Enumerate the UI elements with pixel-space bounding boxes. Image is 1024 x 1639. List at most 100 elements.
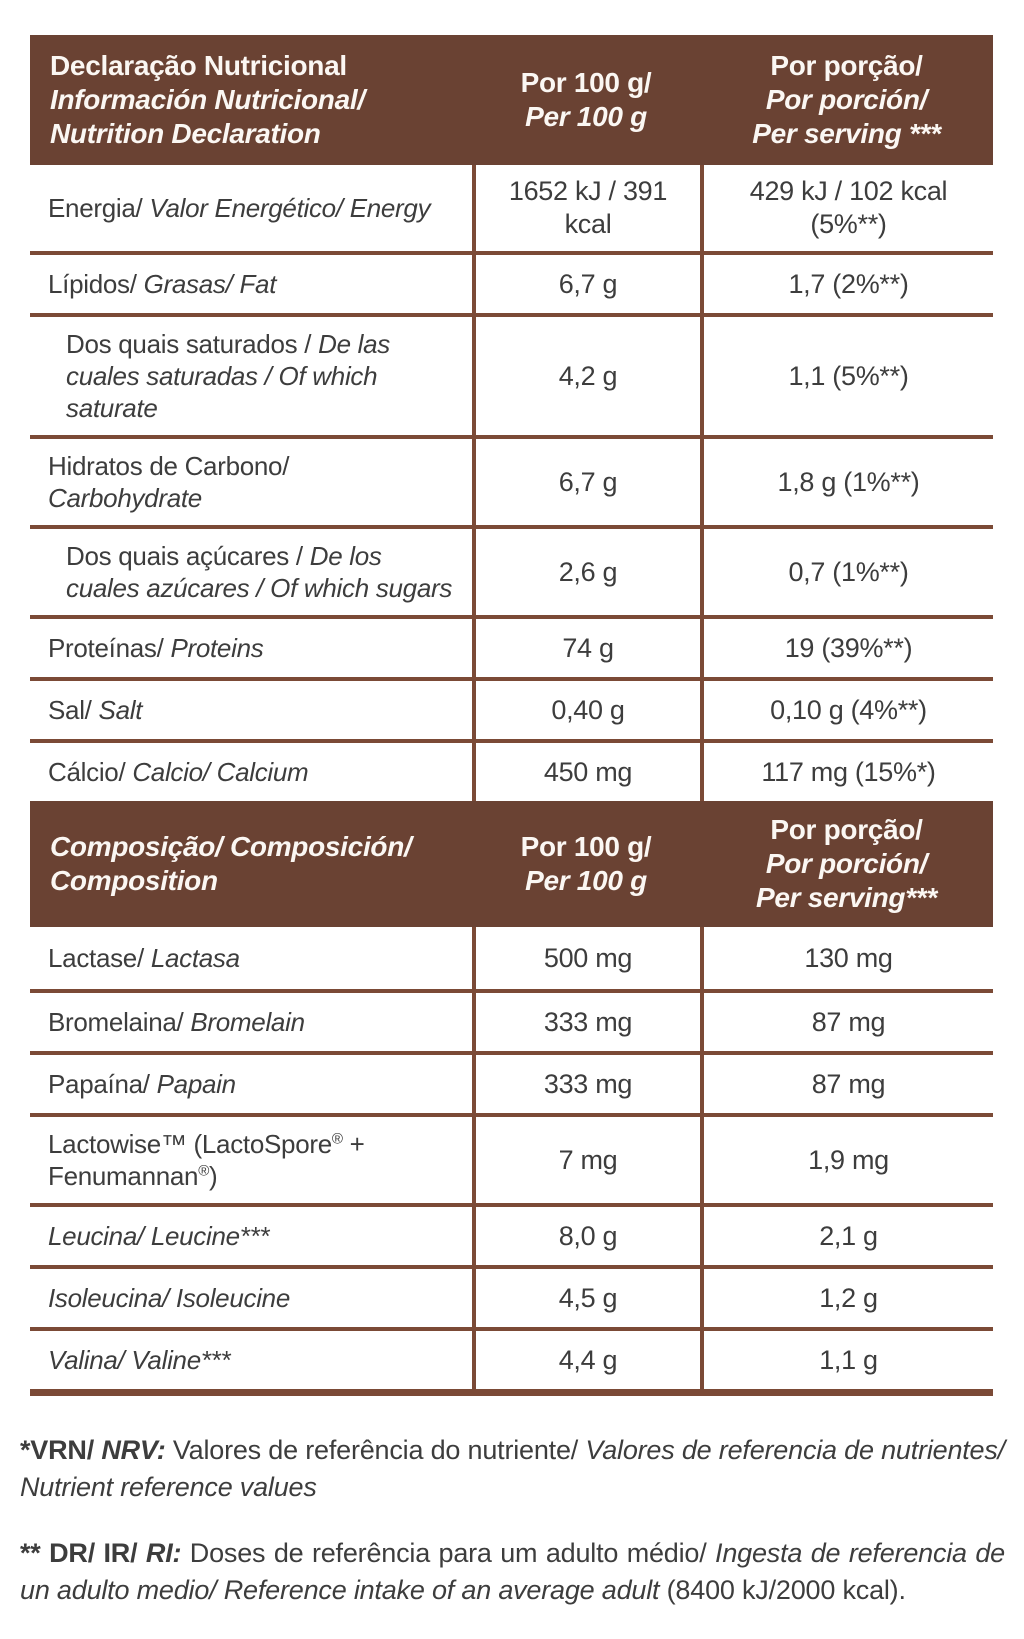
row-valine-per-serving: 1,1 g bbox=[700, 1331, 993, 1389]
label-i18n: Leucina/ Leucine*** bbox=[48, 1221, 270, 1251]
row-fat-label: Lípidos/ Grasas/ Fat bbox=[30, 255, 472, 313]
label-pt: Hidratos de Carbono/ bbox=[48, 451, 290, 481]
header-per-100g-pt: Por 100 g/ bbox=[520, 67, 652, 98]
row-lactase: Lactase/ Lactasa 500 mg 130 mg bbox=[30, 927, 993, 989]
row-papain-per-serving: 87 mg bbox=[700, 1055, 993, 1113]
row-sugars-label: Dos quais açúcares / De los cuales azúca… bbox=[30, 529, 472, 615]
label-pt: Sal/ bbox=[48, 695, 92, 725]
composition-per-100g-pt: Por 100 g/ bbox=[520, 831, 652, 862]
label-i18n: Proteins bbox=[170, 633, 264, 663]
header-title-en: Nutrition Declaration bbox=[50, 118, 321, 149]
row-salt-per-serving: 0,10 g (4%**) bbox=[700, 681, 993, 739]
composition-per-serving-es: Por porción/ bbox=[765, 848, 928, 879]
row-leucine: Leucina/ Leucine*** 8,0 g 2,1 g bbox=[30, 1203, 993, 1265]
row-bromelain-per-100g: 333 mg bbox=[472, 993, 700, 1051]
label-pt: Bromelaina/ bbox=[48, 1007, 184, 1037]
row-lactowise: Lactowise™ (LactoSpore® + Fenumannan®) 7… bbox=[30, 1113, 993, 1203]
row-leucine-per-serving: 2,1 g bbox=[700, 1207, 993, 1265]
row-lactase-per-100g: 500 mg bbox=[472, 927, 700, 989]
header-per-100g-en: Per 100 g bbox=[525, 101, 647, 132]
label-i18n: Calcio/ Calcium bbox=[132, 757, 309, 787]
row-valine-per-100g: 4,4 g bbox=[472, 1331, 700, 1389]
row-lactowise-per-100g: 7 mg bbox=[472, 1117, 700, 1203]
footnote-ri-text-pt: Doses de referência para um adulto médio… bbox=[189, 1538, 716, 1568]
row-calcium: Cálcio/ Calcio/ Calcium 450 mg 117 mg (1… bbox=[30, 739, 993, 801]
row-calcium-per-serving: 117 mg (15%*) bbox=[700, 743, 993, 801]
composition-per-serving-pt: Por porção/ bbox=[770, 814, 923, 845]
label-i18n: Lactasa bbox=[150, 943, 240, 973]
row-valine: Valina/ Valine*** 4,4 g 1,1 g bbox=[30, 1327, 993, 1389]
composition-table-header: Composição/ Composición/ Composition Por… bbox=[30, 801, 993, 927]
row-proteins-per-100g: 74 g bbox=[472, 619, 700, 677]
row-bromelain: Bromelaina/ Bromelain 333 mg 87 mg bbox=[30, 989, 993, 1051]
row-fat-per-serving: 1,7 (2%**) bbox=[700, 255, 993, 313]
composition-table-body: Lactase/ Lactasa 500 mg 130 mg Bromelain… bbox=[30, 927, 993, 1389]
label-pt: Energia/ bbox=[48, 193, 143, 223]
footnote-ri-marker-en: RI: bbox=[137, 1538, 190, 1568]
row-energy: Energia/ Valor Energético/ Energy 1652 k… bbox=[30, 165, 993, 251]
row-salt-per-100g: 0,40 g bbox=[472, 681, 700, 739]
row-sugars-per-100g: 2,6 g bbox=[472, 529, 700, 615]
label-i18n: Grasas/ Fat bbox=[143, 269, 277, 299]
row-sugars: Dos quais açúcares / De los cuales azúca… bbox=[30, 525, 993, 615]
row-salt: Sal/ Salt 0,40 g 0,10 g (4%**) bbox=[30, 677, 993, 739]
label-pt: Cálcio/ bbox=[48, 757, 126, 787]
row-saturated-fat-per-serving: 1,1 (5%**) bbox=[700, 317, 993, 435]
composition-per-100g-cell: Por 100 g/ Per 100 g bbox=[472, 801, 700, 927]
label-pt: Proteínas/ bbox=[48, 633, 164, 663]
header-per-serving-es: Por porción/ bbox=[765, 84, 928, 115]
label-i18n: Valor Energético/ Energy bbox=[149, 193, 431, 223]
label-i18n: Valina/ Valine*** bbox=[48, 1345, 231, 1375]
label-i18n: Carbohydrate bbox=[48, 483, 202, 513]
row-proteins-per-serving: 19 (39%**) bbox=[700, 619, 993, 677]
label-pt: Dos quais açúcares / bbox=[66, 541, 303, 571]
row-carbohydrate-per-serving: 1,8 g (1%**) bbox=[700, 439, 993, 525]
footnote-ri-kj-value: (8400 kJ/2000 kcal). bbox=[659, 1575, 906, 1605]
row-proteins: Proteínas/ Proteins 74 g 19 (39%**) bbox=[30, 615, 993, 677]
label-i18n: Bromelain bbox=[190, 1007, 305, 1037]
composition-title: Composição/ Composición/ Composition bbox=[50, 831, 412, 896]
label-i18n: Isoleucina/ Isoleucine bbox=[48, 1283, 290, 1313]
row-isoleucine-per-100g: 4,5 g bbox=[472, 1269, 700, 1327]
row-carbohydrate-per-100g: 6,7 g bbox=[472, 439, 700, 525]
row-sugars-per-serving: 0,7 (1%**) bbox=[700, 529, 993, 615]
row-carbohydrate: Hidratos de Carbono/ Carbohydrate 6,7 g … bbox=[30, 435, 993, 525]
row-calcium-label: Cálcio/ Calcio/ Calcium bbox=[30, 743, 472, 801]
row-lactowise-per-serving: 1,9 mg bbox=[700, 1117, 993, 1203]
row-valine-label: Valina/ Valine*** bbox=[30, 1331, 472, 1389]
label-i18n: De los cuales azúcares / Of which sugars bbox=[66, 541, 453, 603]
header-title-cell: Declaração Nutricional Información Nutri… bbox=[30, 35, 472, 165]
header-per-serving-cell: Por porção/ Por porción/ Per serving *** bbox=[700, 35, 993, 165]
nutrition-table-body: Energia/ Valor Energético/ Energy 1652 k… bbox=[30, 165, 993, 801]
nutrition-table: Declaração Nutricional Información Nutri… bbox=[30, 35, 993, 1396]
label-pt: Papaína/ bbox=[48, 1069, 150, 1099]
label-pt: Lactowise™ (LactoSpore® + Fenumannan®) bbox=[48, 1129, 365, 1191]
composition-title-cell: Composição/ Composición/ Composition bbox=[30, 801, 472, 927]
label-i18n: De las cuales saturadas / Of which satur… bbox=[66, 329, 391, 423]
composition-per-serving-en: Per serving*** bbox=[755, 882, 937, 913]
row-energy-per-serving: 429 kJ / 102 kcal (5%**) bbox=[700, 165, 993, 251]
footnote-nrv-text-i18n: Valores de referencia de nutrientes/ Nut… bbox=[20, 1435, 1005, 1502]
header-title-pt: Declaração Nutricional bbox=[50, 50, 347, 81]
row-leucine-per-100g: 8,0 g bbox=[472, 1207, 700, 1265]
row-fat-per-100g: 6,7 g bbox=[472, 255, 700, 313]
composition-per-serving-cell: Por porção/ Por porción/ Per serving*** bbox=[700, 801, 993, 927]
row-proteins-label: Proteínas/ Proteins bbox=[30, 619, 472, 677]
row-lactase-per-serving: 130 mg bbox=[700, 927, 993, 989]
row-isoleucine-label: Isoleucina/ Isoleucine bbox=[30, 1269, 472, 1327]
row-papain: Papaína/ Papain 333 mg 87 mg bbox=[30, 1051, 993, 1113]
footnote-ri-text-i18n: Ingesta de referencia de un adulto medio… bbox=[20, 1538, 1006, 1605]
label-pt: Lactase/ bbox=[48, 943, 144, 973]
row-bromelain-per-serving: 87 mg bbox=[700, 993, 993, 1051]
footnote-nrv-marker-en: NRV: bbox=[94, 1435, 173, 1465]
row-saturated-fat-label: Dos quais saturados / De las cuales satu… bbox=[30, 317, 472, 435]
row-papain-per-100g: 333 mg bbox=[472, 1055, 700, 1113]
header-title-es: Información Nutricional/ bbox=[50, 84, 365, 115]
nutrition-table-header: Declaração Nutricional Información Nutri… bbox=[30, 35, 993, 165]
row-saturated-fat-per-100g: 4,2 g bbox=[472, 317, 700, 435]
row-lactase-label: Lactase/ Lactasa bbox=[30, 927, 472, 989]
row-saturated-fat: Dos quais saturados / De las cuales satu… bbox=[30, 313, 993, 435]
row-lactowise-label: Lactowise™ (LactoSpore® + Fenumannan®) bbox=[30, 1117, 472, 1203]
row-salt-label: Sal/ Salt bbox=[30, 681, 472, 739]
